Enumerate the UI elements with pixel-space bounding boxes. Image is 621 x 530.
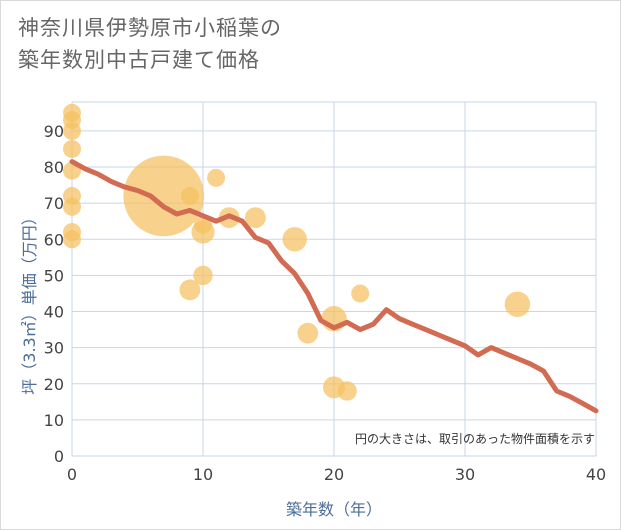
data-bubble [180,186,199,205]
x-tick-label: 20 [324,465,344,484]
data-bubble [179,279,201,301]
data-bubble [123,155,204,237]
data-bubble [245,207,266,228]
data-bubble [282,227,307,252]
data-bubble [191,220,215,244]
y-tick-label: 60 [44,230,64,249]
y-tick-label: 90 [44,122,64,141]
x-axis-title: 築年数（年） [286,500,382,519]
data-bubble [63,230,81,249]
y-axis-title: 坪（3.3㎡）単価（万円） [20,209,39,394]
y-tick-label: 40 [44,303,64,322]
x-tick-label: 40 [586,465,606,484]
y-tick-label: 80 [44,158,64,177]
data-bubble [351,284,370,303]
data-bubble [297,322,319,344]
trend-line [69,159,599,414]
axes: 0 10 20 30 40 50 60 70 80 90 0 10 20 30 40 [44,122,607,484]
data-bubble [193,265,213,286]
data-bubble [63,121,81,140]
x-tick-label: 0 [67,465,77,484]
title-line-2: 築年数別中古戸建て価格 [18,48,260,72]
y-tick-label: 30 [44,339,64,358]
bubble-layer [63,103,531,401]
y-tick-label: 0 [54,447,64,466]
data-bubble [337,381,357,401]
y-tick-label: 50 [44,266,64,285]
grid-lines [71,101,597,457]
y-tick-label: 10 [44,411,64,430]
size-legend-note: 円の大きさは、取引のあった物件面積を示す [355,431,595,446]
y-tick-label: 70 [44,194,64,213]
y-tick-label: 20 [44,375,64,394]
x-tick-label: 10 [193,465,213,484]
data-bubble [207,168,226,187]
x-tick-label: 30 [455,465,475,484]
data-bubble [63,139,81,158]
data-bubble [63,197,81,216]
title-line-1: 神奈川県伊勢原市小稲葉の [18,16,282,40]
chart-title: 神奈川県伊勢原市小稲葉の 築年数別中古戸建て価格 [18,12,282,76]
data-bubble [504,291,531,317]
